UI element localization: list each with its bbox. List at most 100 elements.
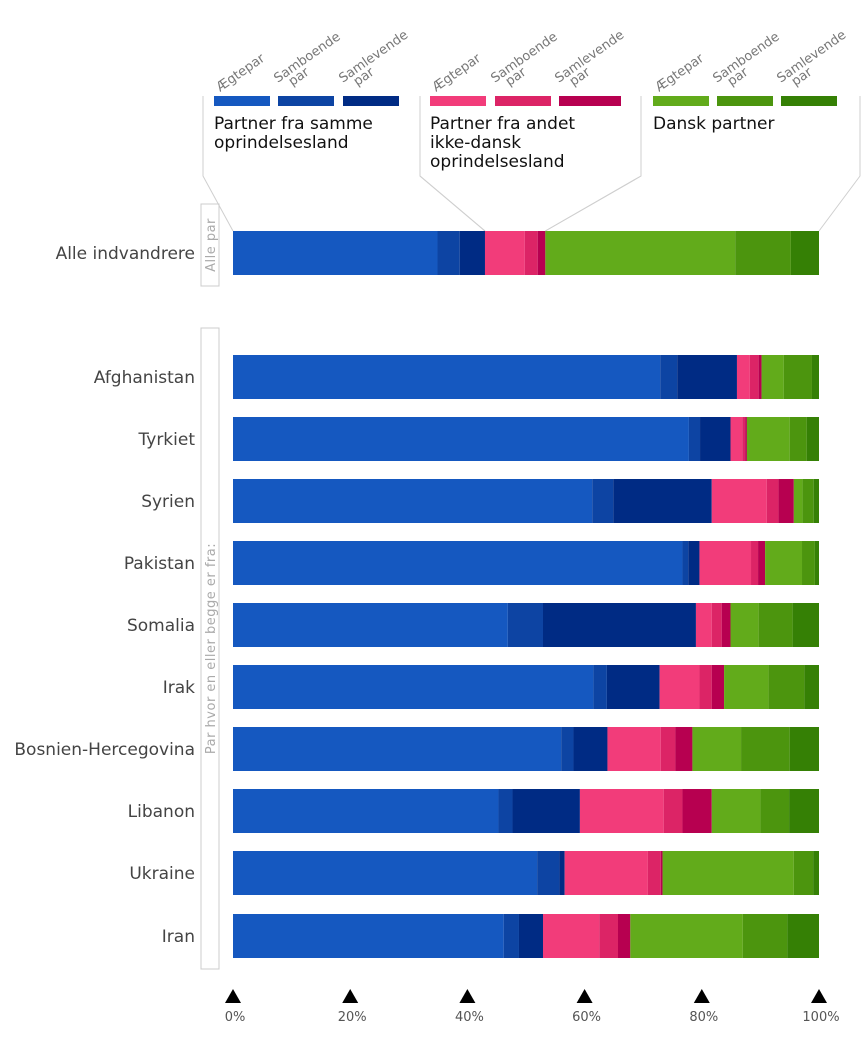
bar-segment [765,541,803,585]
bar-segment [787,914,819,958]
bar-segment [233,231,438,275]
bar-segment [677,355,737,399]
bar-segment [783,355,812,399]
bar-segment [606,665,660,709]
bar-segment [751,541,759,585]
bar-segment [749,355,759,399]
bar-segment [593,665,607,709]
bar-segment [579,789,664,833]
bar-segment [662,851,794,895]
bar-segment [802,541,815,585]
legend-sublabel: Ægtepar [653,51,708,96]
legend-swatch [278,96,334,106]
bar-segment [758,541,766,585]
bar-segment [745,417,747,461]
bar-segment [711,479,767,523]
bar-segment [768,665,805,709]
bar-segment [699,665,712,709]
bar-segment [746,417,790,461]
panel-side-label: Par hvor en eller begge er fra: [204,543,219,754]
legend-swatch [495,96,551,106]
legend-group-label: oprindelsesland [430,152,565,172]
bar-segment [233,417,689,461]
bar-segment [789,727,819,771]
category-label: Libanon [128,802,195,822]
panel-side-labels: Alle par Par hvor en eller begge er fra: [200,203,220,970]
bar-segment [233,789,499,833]
x-tick-marker [225,989,241,1003]
category-label: Afghanistan [94,368,195,388]
bar-segment [711,603,722,647]
bar-segment [804,665,819,709]
bar-segment [498,789,513,833]
bar-segment [561,727,574,771]
bar-segment [695,603,712,647]
legend-swatch [430,96,486,106]
bar-segment [675,727,693,771]
bar-segment [660,355,678,399]
panel-bracket [200,327,220,970]
legend-sublabel: Ægtepar [430,51,485,96]
bar-segment [503,914,519,958]
bar-segment [660,851,663,895]
bar-segment [537,231,546,275]
bar-segment [682,541,689,585]
bar-segment [793,479,803,523]
bar-segment [806,417,819,461]
panel-side-label: Alle par [204,218,219,272]
bar-segment [682,789,712,833]
bar-segment [758,355,762,399]
bars [233,231,819,958]
bar-segment [564,851,648,895]
bar-segment [778,479,794,523]
category-label: Irak [163,678,195,698]
bar-segment [688,417,701,461]
bar-segment [692,727,742,771]
bar-segment [233,355,661,399]
legend-group-label: ikke-dansk [430,133,521,153]
category-label: Ukraine [129,864,195,884]
category-label: Iran [162,927,195,947]
bar-segment [758,603,793,647]
bar-segment [721,603,731,647]
legend-sublabel-group: Ægtepar [214,51,269,96]
x-axis: 0% 20% 40% 60% 80% 100% [225,989,840,1025]
bar-segment [233,727,562,771]
x-tick-label: 100% [802,1010,839,1025]
legend-swatch [653,96,709,106]
bar-segment [537,851,560,895]
bar-segment [524,231,538,275]
x-tick-label: 20% [338,1010,367,1025]
bar-segment [507,603,543,647]
bar-segment [573,727,608,771]
bar-segment [512,789,580,833]
x-tick-marker [576,989,593,1003]
bar-segment [518,914,543,958]
legend-connectors [202,96,861,232]
x-tick-marker [693,989,710,1003]
bar-segment [659,665,700,709]
bar-segment [233,665,594,709]
bar-segment [813,851,819,895]
category-label: Somalia [127,616,195,636]
bar-segment [233,541,683,585]
legend-group-label: Partner fra samme [214,114,373,134]
bar-segment [592,479,614,523]
bar-segment [811,355,819,399]
x-tick-label: 0% [225,1010,246,1025]
bar-segment [793,851,814,895]
bar-segment [559,851,565,895]
legend-swatch [559,96,621,106]
category-label: Bosnien-Hercegovina [14,740,195,760]
category-label: Syrien [141,492,195,512]
legend-group-label: oprindelsesland [214,133,349,153]
legend-swatch [343,96,399,106]
bar-segment [814,541,819,585]
bar-segment [789,417,807,461]
